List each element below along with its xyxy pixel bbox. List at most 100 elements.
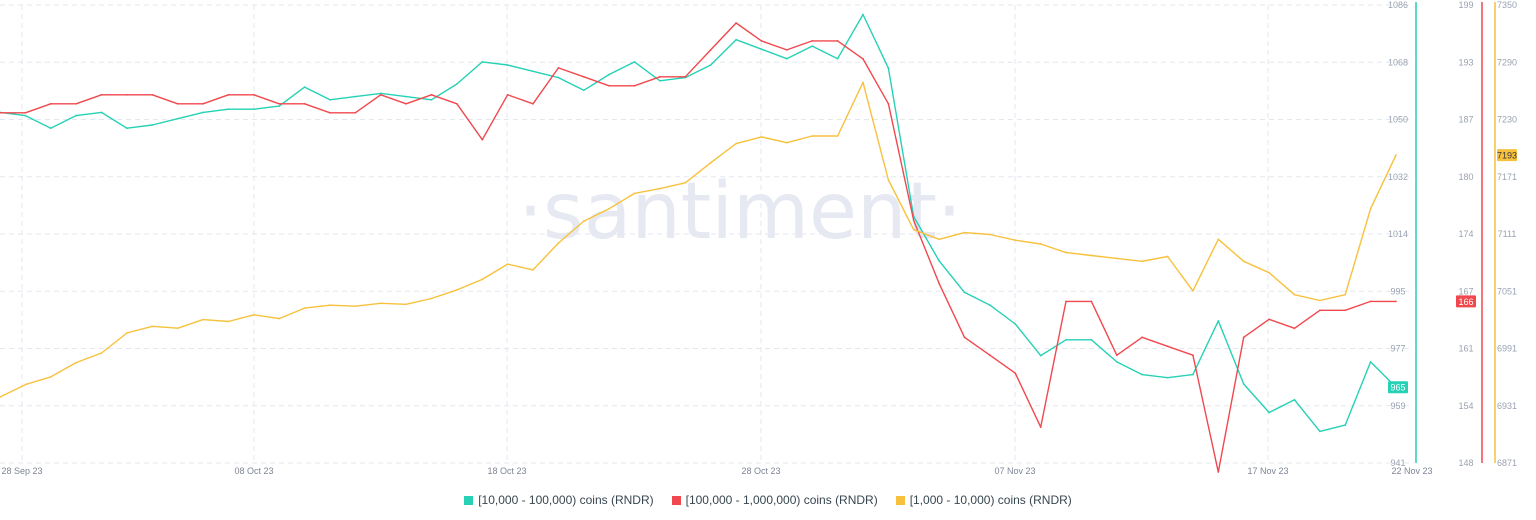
series-2-point[interactable]: [456, 102, 458, 105]
series-3-point[interactable]: [75, 361, 77, 364]
series-1-point[interactable]: [1115, 361, 1118, 363]
series-2-point[interactable]: [1395, 300, 1397, 303]
series-2-point[interactable]: [709, 49, 712, 51]
series-3-point[interactable]: [202, 318, 205, 321]
series-1-point[interactable]: [1014, 323, 1017, 325]
series-2-point[interactable]: [760, 40, 763, 42]
series-2-point[interactable]: [989, 354, 991, 357]
series-3-point[interactable]: [684, 181, 687, 184]
series-3-point[interactable]: [1395, 154, 1397, 157]
series-1-point[interactable]: [24, 114, 27, 117]
series-2-point[interactable]: [329, 111, 331, 114]
series-1-point[interactable]: [456, 83, 458, 85]
series-3-point[interactable]: [354, 305, 357, 308]
series-3-point[interactable]: [938, 238, 940, 241]
series-1-point[interactable]: [811, 45, 814, 47]
series-1-point[interactable]: [862, 13, 864, 16]
series-3-point[interactable]: [1192, 290, 1194, 292]
series-1-point[interactable]: [1039, 354, 1042, 357]
series-2-point[interactable]: [684, 75, 687, 78]
series-1-point[interactable]: [430, 98, 433, 101]
series-2-point[interactable]: [1065, 300, 1067, 303]
series-2-point[interactable]: [1217, 471, 1220, 473]
legend-item-series-a[interactable]: [10,000 - 100,000) coins (RNDR): [464, 493, 654, 507]
series-1-point[interactable]: [1268, 411, 1270, 414]
series-1-point[interactable]: [963, 291, 966, 294]
series-3-point[interactable]: [151, 325, 154, 328]
series-3-point[interactable]: [557, 242, 560, 245]
series-1-point[interactable]: [659, 79, 661, 82]
series-2-point[interactable]: [481, 138, 484, 141]
series-1-point[interactable]: [1369, 361, 1372, 363]
series-3-point[interactable]: [1344, 293, 1347, 296]
series-1-point[interactable]: [278, 105, 281, 107]
series-2-point[interactable]: [252, 93, 255, 96]
series-3-point[interactable]: [608, 207, 611, 210]
series-1-point[interactable]: [1090, 338, 1093, 341]
series-3-point[interactable]: [912, 228, 915, 231]
series-1-point[interactable]: [836, 57, 839, 60]
legend-item-series-b[interactable]: [100,000 - 1,000,000) coins (RNDR): [671, 493, 878, 507]
series-2-point[interactable]: [1166, 345, 1169, 348]
legend-item-series-c[interactable]: [1,000 - 10,000) coins (RNDR): [895, 493, 1072, 507]
series-2-point[interactable]: [49, 102, 52, 105]
series-3-point[interactable]: [456, 289, 458, 291]
series-2-point[interactable]: [582, 75, 585, 78]
series-3-point[interactable]: [1039, 243, 1042, 245]
series-1-point[interactable]: [760, 48, 763, 51]
series-3-point[interactable]: [1014, 239, 1017, 242]
series-3-point[interactable]: [176, 327, 179, 330]
series-2-point[interactable]: [176, 102, 179, 105]
series-3-point[interactable]: [1293, 293, 1296, 296]
series-1-point[interactable]: [1344, 424, 1347, 426]
series-1-point[interactable]: [405, 95, 407, 98]
series-2-point[interactable]: [735, 22, 737, 24]
series-3-point[interactable]: [709, 161, 712, 164]
series-3-point[interactable]: [785, 141, 788, 144]
series-3-point[interactable]: [303, 307, 306, 309]
series-2-point[interactable]: [75, 102, 77, 105]
series-1-point[interactable]: [176, 117, 179, 120]
series-2-point[interactable]: [836, 40, 839, 42]
series-1-point[interactable]: [303, 86, 306, 88]
series-3-point[interactable]: [836, 135, 839, 137]
series-3-point[interactable]: [481, 278, 484, 281]
series-1-point[interactable]: [1217, 320, 1220, 322]
series-3-point[interactable]: [49, 376, 52, 378]
series-2-point[interactable]: [633, 84, 636, 87]
series-3-point[interactable]: [1268, 271, 1270, 274]
series-1-point[interactable]: [379, 92, 382, 95]
series-3-point[interactable]: [430, 297, 433, 300]
series-3-point[interactable]: [252, 313, 255, 316]
series-3-point[interactable]: [862, 81, 864, 84]
series-1-point[interactable]: [735, 38, 737, 41]
series-1-point[interactable]: [329, 98, 331, 101]
series-3-point[interactable]: [1242, 260, 1245, 263]
series-3-point[interactable]: [126, 332, 128, 334]
series-3-point[interactable]: [811, 135, 814, 137]
series-3-point[interactable]: [278, 317, 281, 320]
series-1-point[interactable]: [938, 259, 940, 262]
series-1-point[interactable]: [49, 127, 52, 130]
series-3-point[interactable]: [329, 304, 331, 307]
series-3-point[interactable]: [1319, 299, 1321, 302]
series-3-point[interactable]: [1166, 255, 1169, 258]
series-2-point[interactable]: [354, 111, 357, 114]
series-1-point[interactable]: [1319, 430, 1321, 433]
series-2-point[interactable]: [1344, 309, 1347, 312]
series-1-point[interactable]: [227, 108, 230, 111]
series-1-point[interactable]: [1065, 338, 1067, 341]
series-2-point[interactable]: [0, 111, 1, 114]
series-1-point[interactable]: [1141, 373, 1144, 376]
series-2-point[interactable]: [963, 336, 966, 339]
series-3-point[interactable]: [887, 179, 890, 181]
series-3-point[interactable]: [100, 352, 103, 354]
series-2-point[interactable]: [1115, 354, 1118, 357]
series-1-point[interactable]: [100, 111, 103, 114]
series-1-point[interactable]: [252, 108, 255, 111]
series-2-point[interactable]: [532, 102, 534, 105]
series-1-point[interactable]: [1293, 398, 1296, 401]
series-3-point[interactable]: [760, 136, 763, 138]
series-2-point[interactable]: [506, 93, 509, 96]
series-2-point[interactable]: [100, 93, 103, 96]
